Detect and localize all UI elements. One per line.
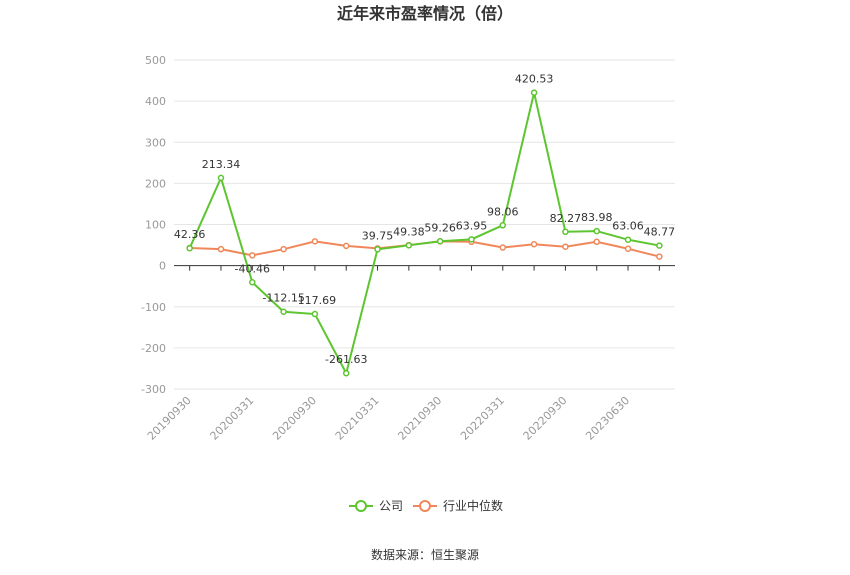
- data-label: 49.38: [393, 225, 425, 238]
- series-line-0: [188, 92, 660, 376]
- data-point[interactable]: [280, 245, 287, 253]
- data-point[interactable]: [656, 253, 663, 260]
- x-tick-label: 20210331: [333, 394, 382, 443]
- data-point[interactable]: [499, 222, 507, 229]
- source-text: 数据来源：恒生聚源: [371, 547, 479, 562]
- y-tick-label: 100: [145, 219, 166, 232]
- data-point[interactable]: [374, 246, 381, 253]
- data-label: 59.26: [424, 221, 456, 234]
- series-group: [186, 89, 663, 377]
- data-label: 42.36: [174, 228, 206, 241]
- x-tick-label: 20210930: [395, 394, 444, 443]
- data-point[interactable]: [499, 244, 507, 251]
- data-point[interactable]: [249, 252, 256, 259]
- data-point[interactable]: [186, 244, 193, 252]
- y-tick-label: -300: [141, 383, 166, 396]
- data-point[interactable]: [562, 228, 569, 236]
- data-point[interactable]: [311, 238, 319, 245]
- data-labels: 42.36 213.34 -40.46 -112.15-117.69 -261.63 39…: [174, 73, 675, 367]
- chart-title: 近年来市盈率情况（倍）: [337, 4, 513, 23]
- data-point[interactable]: [562, 243, 569, 250]
- y-tick-label: 0: [159, 260, 166, 273]
- data-label: 213.34: [202, 158, 241, 171]
- legend-marker: [419, 500, 431, 512]
- data-label: 63.95: [456, 219, 488, 232]
- legend-marker: [355, 500, 367, 512]
- x-tick-label: 20220331: [458, 394, 507, 443]
- data-point[interactable]: [530, 240, 538, 248]
- data-point[interactable]: [624, 245, 632, 253]
- data-point[interactable]: [405, 242, 413, 249]
- x-tick-label: 20200331: [208, 394, 257, 443]
- x-tick-label: 20230630: [583, 394, 632, 443]
- data-point[interactable]: [656, 242, 663, 249]
- grid: [174, 59, 675, 390]
- data-label: 39.75: [362, 229, 394, 242]
- legend-item-1[interactable]: 行业中位数: [413, 498, 503, 513]
- y-tick-label: 500: [145, 54, 166, 67]
- data-point[interactable]: [342, 369, 350, 377]
- data-point[interactable]: [311, 310, 319, 318]
- legend[interactable]: 公司 行业中位数: [349, 498, 503, 513]
- data-point[interactable]: [342, 242, 350, 250]
- y-tick-label: -100: [141, 301, 166, 314]
- data-point[interactable]: [280, 308, 287, 315]
- data-label: 63.06: [612, 220, 644, 233]
- y-tick-label: -200: [141, 342, 166, 355]
- x-tick-label: 20190930: [145, 394, 194, 443]
- data-label: -261.63: [325, 353, 367, 366]
- data-label: -40.46: [235, 262, 270, 275]
- y-tick-label: 300: [145, 136, 166, 149]
- data-label: -117.69: [294, 294, 336, 307]
- data-point[interactable]: [593, 238, 600, 246]
- data-point[interactable]: [217, 174, 225, 182]
- data-point[interactable]: [468, 236, 475, 243]
- data-point[interactable]: [436, 238, 444, 245]
- x-tick-label: 20200930: [270, 394, 319, 443]
- y-tick-label: 400: [145, 95, 166, 108]
- data-point[interactable]: [624, 236, 632, 243]
- data-label: 82.27: [550, 212, 582, 225]
- data-point[interactable]: [530, 89, 538, 96]
- data-label: 48.77: [644, 226, 676, 239]
- legend-item-0[interactable]: 公司: [349, 499, 403, 513]
- y-axis: 500 400 300 200 100 0 -100 -200 -300: [141, 54, 166, 396]
- y-tick-label: 200: [145, 177, 166, 190]
- data-point[interactable]: [249, 279, 256, 286]
- data-label: 83.98: [581, 211, 613, 224]
- data-point[interactable]: [593, 227, 600, 235]
- data-label: -112.15: [262, 292, 304, 305]
- legend-label: 行业中位数: [443, 498, 503, 513]
- data-label: 98.06: [487, 205, 519, 218]
- legend-label: 公司: [379, 499, 403, 513]
- x-axis: 20190930 20200331 20200930 20210331 20210930…: [145, 265, 660, 443]
- data-point[interactable]: [217, 245, 225, 253]
- data-label: 420.53: [515, 73, 554, 86]
- x-tick-label: 20220930: [521, 394, 570, 443]
